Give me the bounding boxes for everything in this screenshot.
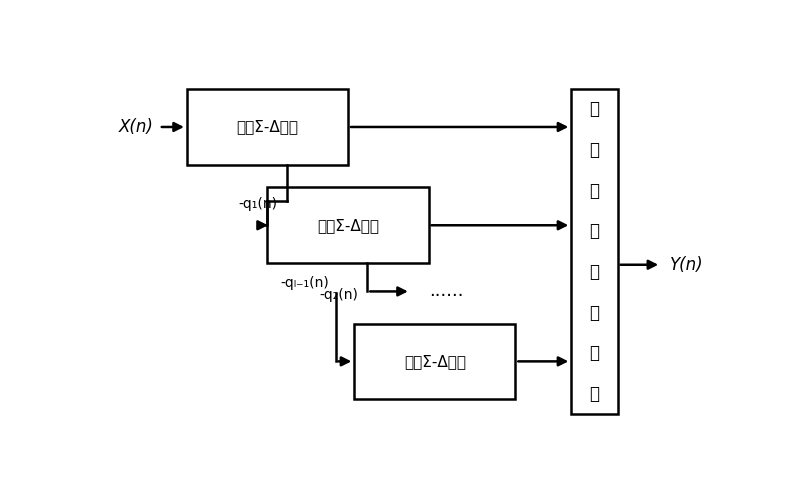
Text: X(n): X(n) (118, 118, 154, 136)
Text: 一阶Σ-Δ调制: 一阶Σ-Δ调制 (404, 354, 466, 369)
Bar (571, 89, 618, 414)
Text: 理: 理 (590, 304, 599, 322)
Text: Y(n): Y(n) (670, 256, 704, 274)
Bar (354, 324, 515, 399)
Text: 算: 算 (590, 222, 599, 241)
Text: 处: 处 (590, 263, 599, 281)
Text: 一阶Σ-Δ调制: 一阶Σ-Δ调制 (317, 218, 379, 233)
Text: -qₗ₋₁(n): -qₗ₋₁(n) (281, 275, 330, 290)
Text: 数: 数 (590, 101, 599, 118)
Bar (187, 89, 348, 165)
Text: -q₁(n): -q₁(n) (238, 197, 278, 211)
Text: 一阶Σ-Δ调制: 一阶Σ-Δ调制 (237, 119, 298, 135)
Text: ......: ...... (430, 282, 464, 300)
Text: 点: 点 (590, 385, 599, 403)
Text: -q₂(n): -q₂(n) (319, 288, 358, 301)
Bar (267, 188, 429, 263)
Text: 字: 字 (590, 141, 599, 159)
Text: 节: 节 (590, 344, 599, 362)
Text: 运: 运 (590, 182, 599, 200)
